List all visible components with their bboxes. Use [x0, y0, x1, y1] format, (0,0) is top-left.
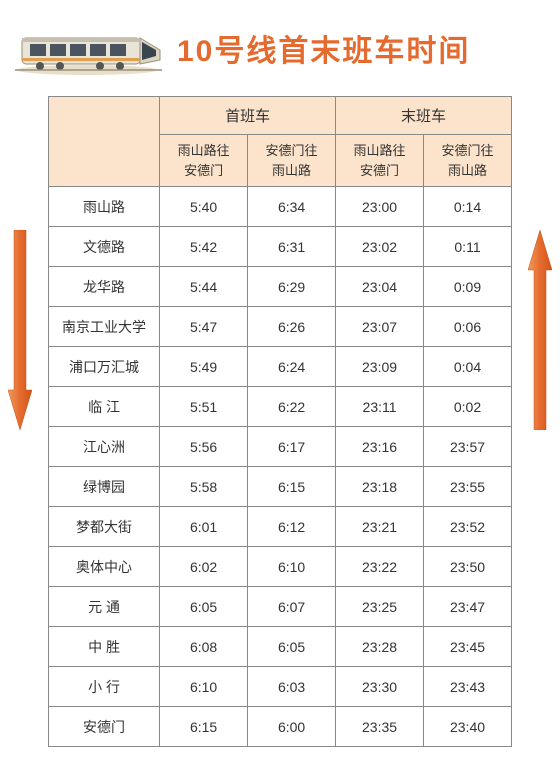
cell-first1: 5:49 — [160, 347, 248, 387]
header-last-train: 末班车 — [336, 97, 512, 135]
page-title: 10号线首末班车时间 — [177, 26, 470, 70]
cell-last2: 23:52 — [424, 507, 512, 547]
page-header: 10号线首末班车时间 — [0, 0, 560, 96]
table-row: 南京工业大学5:476:2623:070:06 — [49, 307, 512, 347]
train-icon — [10, 20, 165, 76]
cell-last2: 23:45 — [424, 627, 512, 667]
cell-first1: 6:02 — [160, 547, 248, 587]
timetable-body: 雨山路5:406:3423:000:14文德路5:426:3123:020:11… — [49, 187, 512, 747]
cell-first2: 6:12 — [248, 507, 336, 547]
cell-last1: 23:30 — [336, 667, 424, 707]
cell-last2: 23:55 — [424, 467, 512, 507]
cell-last1: 23:04 — [336, 267, 424, 307]
station-name: 临 江 — [49, 387, 160, 427]
cell-first1: 6:05 — [160, 587, 248, 627]
station-name: 雨山路 — [49, 187, 160, 227]
cell-last1: 23:21 — [336, 507, 424, 547]
cell-last2: 0:06 — [424, 307, 512, 347]
cell-first2: 6:05 — [248, 627, 336, 667]
cell-last1: 23:07 — [336, 307, 424, 347]
cell-last2: 0:09 — [424, 267, 512, 307]
cell-last1: 23:35 — [336, 707, 424, 747]
cell-first2: 6:22 — [248, 387, 336, 427]
cell-first2: 6:07 — [248, 587, 336, 627]
table-row: 梦都大街6:016:1223:2123:52 — [49, 507, 512, 547]
cell-last2: 0:02 — [424, 387, 512, 427]
station-name: 江心洲 — [49, 427, 160, 467]
cell-first2: 6:34 — [248, 187, 336, 227]
cell-first2: 6:31 — [248, 227, 336, 267]
header-first-dir1: 雨山路往安德门 — [160, 135, 248, 187]
table-row: 小 行6:106:0323:3023:43 — [49, 667, 512, 707]
station-name: 奥体中心 — [49, 547, 160, 587]
cell-first1: 5:58 — [160, 467, 248, 507]
cell-last1: 23:02 — [336, 227, 424, 267]
table-row: 绿博园5:586:1523:1823:55 — [49, 467, 512, 507]
station-name: 小 行 — [49, 667, 160, 707]
cell-first1: 5:51 — [160, 387, 248, 427]
table-row: 龙华路5:446:2923:040:09 — [49, 267, 512, 307]
cell-first2: 6:29 — [248, 267, 336, 307]
table-row: 安德门6:156:0023:3523:40 — [49, 707, 512, 747]
header-blank — [49, 97, 160, 187]
header-last-dir2: 安德门往雨山路 — [424, 135, 512, 187]
cell-first1: 6:01 — [160, 507, 248, 547]
cell-first2: 6:26 — [248, 307, 336, 347]
cell-last2: 23:47 — [424, 587, 512, 627]
cell-first1: 5:44 — [160, 267, 248, 307]
cell-first1: 6:10 — [160, 667, 248, 707]
cell-first1: 5:40 — [160, 187, 248, 227]
cell-last2: 23:43 — [424, 667, 512, 707]
cell-first2: 6:10 — [248, 547, 336, 587]
table-row: 江心洲5:566:1723:1623:57 — [49, 427, 512, 467]
timetable-container: 首班车 末班车 雨山路往安德门 安德门往雨山路 雨山路往安德门 安德门往雨山路 … — [0, 96, 560, 747]
cell-last1: 23:25 — [336, 587, 424, 627]
cell-last1: 23:00 — [336, 187, 424, 227]
header-last-dir1: 雨山路往安德门 — [336, 135, 424, 187]
table-row: 临 江5:516:2223:110:02 — [49, 387, 512, 427]
station-name: 元 通 — [49, 587, 160, 627]
station-name: 龙华路 — [49, 267, 160, 307]
cell-first1: 6:15 — [160, 707, 248, 747]
cell-first2: 6:17 — [248, 427, 336, 467]
cell-last2: 0:14 — [424, 187, 512, 227]
cell-last1: 23:22 — [336, 547, 424, 587]
header-first-dir2: 安德门往雨山路 — [248, 135, 336, 187]
cell-first2: 6:00 — [248, 707, 336, 747]
timetable: 首班车 末班车 雨山路往安德门 安德门往雨山路 雨山路往安德门 安德门往雨山路 … — [48, 96, 512, 747]
cell-last2: 23:50 — [424, 547, 512, 587]
cell-first1: 5:47 — [160, 307, 248, 347]
cell-first2: 6:15 — [248, 467, 336, 507]
cell-last1: 23:16 — [336, 427, 424, 467]
cell-first2: 6:24 — [248, 347, 336, 387]
cell-last2: 23:40 — [424, 707, 512, 747]
cell-last1: 23:09 — [336, 347, 424, 387]
station-name: 文德路 — [49, 227, 160, 267]
station-name: 浦口万汇城 — [49, 347, 160, 387]
table-row: 奥体中心6:026:1023:2223:50 — [49, 547, 512, 587]
cell-first1: 5:56 — [160, 427, 248, 467]
cell-last1: 23:11 — [336, 387, 424, 427]
cell-first2: 6:03 — [248, 667, 336, 707]
cell-first1: 6:08 — [160, 627, 248, 667]
table-row: 浦口万汇城5:496:2423:090:04 — [49, 347, 512, 387]
header-first-train: 首班车 — [160, 97, 336, 135]
table-row: 中 胜6:086:0523:2823:45 — [49, 627, 512, 667]
station-name: 南京工业大学 — [49, 307, 160, 347]
table-row: 元 通6:056:0723:2523:47 — [49, 587, 512, 627]
cell-first1: 5:42 — [160, 227, 248, 267]
cell-last1: 23:18 — [336, 467, 424, 507]
station-name: 绿博园 — [49, 467, 160, 507]
table-row: 文德路5:426:3123:020:11 — [49, 227, 512, 267]
station-name: 中 胜 — [49, 627, 160, 667]
cell-last1: 23:28 — [336, 627, 424, 667]
cell-last2: 0:04 — [424, 347, 512, 387]
table-row: 雨山路5:406:3423:000:14 — [49, 187, 512, 227]
station-name: 安德门 — [49, 707, 160, 747]
station-name: 梦都大街 — [49, 507, 160, 547]
cell-last2: 23:57 — [424, 427, 512, 467]
cell-last2: 0:11 — [424, 227, 512, 267]
